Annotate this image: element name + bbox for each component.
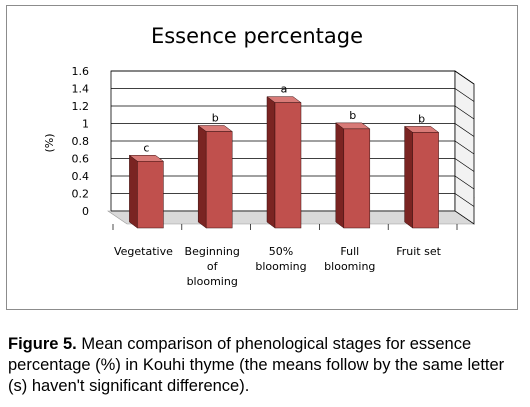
- gridline-side: [454, 70, 475, 85]
- significance-letter: b: [349, 109, 356, 122]
- x-tick-label-line: blooming: [187, 275, 238, 288]
- y-tick-label: 0.6: [72, 153, 90, 166]
- x-tick-label-line: blooming: [324, 260, 375, 273]
- bar: [335, 122, 371, 229]
- x-tick-label: Full blooming: [324, 245, 375, 273]
- x-tick-label-line: Vegetative: [114, 245, 173, 258]
- x-tick-label-line: of: [207, 260, 219, 273]
- y-tick-label: 0.2: [72, 188, 90, 201]
- gridline-side: [454, 193, 475, 207]
- x-tick-label-line: 50%: [269, 245, 293, 258]
- bar: [266, 96, 302, 229]
- figure-caption: Figure 5. Mean comparison of phenologica…: [8, 334, 526, 397]
- significance-letter: a: [281, 83, 288, 96]
- y-tick-label: 0.4: [72, 170, 90, 183]
- x-tick-label-line: Full: [340, 245, 359, 258]
- x-tick-label-line: blooming: [255, 260, 306, 273]
- gridline-side: [454, 123, 475, 137]
- bar-front: [343, 128, 371, 229]
- y-tick-label: 1.4: [72, 83, 90, 96]
- gridline-side: [454, 210, 475, 225]
- gridline-side: [454, 140, 475, 155]
- x-tick-label: Fruit set: [396, 245, 441, 258]
- chart-bars: [128, 96, 440, 229]
- y-tick-label: 0.8: [72, 135, 90, 148]
- bar-front: [205, 131, 233, 229]
- y-tick-labels: 0 0.2 0.4 0.6 0.8 1 1.2 1.4 1.6: [72, 65, 90, 218]
- bar-side: [266, 96, 276, 229]
- y-axis-label: (%): [43, 133, 56, 152]
- significance-letter: b: [418, 112, 425, 125]
- bar-side: [335, 122, 345, 229]
- chart-frame: 0 0.2 0.4 0.6 0.8 1 1.2 1.4 1.6 Vegetative Beginn…: [6, 5, 518, 310]
- bar: [128, 154, 165, 229]
- x-tick-labels: Vegetative Beginning of blooming 50% blooming…: [114, 245, 442, 288]
- x-tick-label: Vegetative: [114, 245, 173, 258]
- bar-side: [197, 125, 207, 229]
- bar: [197, 125, 233, 229]
- chart-svg: 0 0.2 0.4 0.6 0.8 1 1.2 1.4 1.6 Vegetative Beginn…: [43, 24, 475, 288]
- bar-side: [129, 154, 138, 229]
- caption-text: Mean comparison of phenological stages f…: [8, 335, 505, 395]
- bar-front: [412, 132, 439, 229]
- significance-letter: c: [143, 141, 149, 154]
- gridline-side: [454, 175, 475, 190]
- y-tick-label: 1.6: [72, 65, 90, 78]
- bar-side: [404, 125, 413, 229]
- x-tick-label: 50% blooming: [255, 245, 306, 273]
- y-tick-label: 1: [82, 118, 89, 131]
- y-tick-label: 1.2: [72, 100, 90, 113]
- significance-letter: b: [212, 112, 219, 125]
- gridline-side: [454, 105, 475, 120]
- bar-front: [274, 102, 302, 229]
- x-tick-label-line: Beginning: [185, 245, 240, 258]
- significance-letters: c b a b b: [143, 83, 425, 155]
- bar-front: [137, 161, 164, 229]
- caption-label: Figure 5.: [8, 335, 77, 353]
- bar: [403, 125, 440, 229]
- chart-title: Essence percentage: [151, 24, 363, 48]
- gridline-side: [454, 158, 475, 172]
- x-tick-label-line: Fruit set: [396, 245, 441, 258]
- y-tick-label: 0: [82, 205, 89, 218]
- x-tick-label: Beginning of blooming: [185, 245, 240, 288]
- gridline-side: [454, 88, 475, 102]
